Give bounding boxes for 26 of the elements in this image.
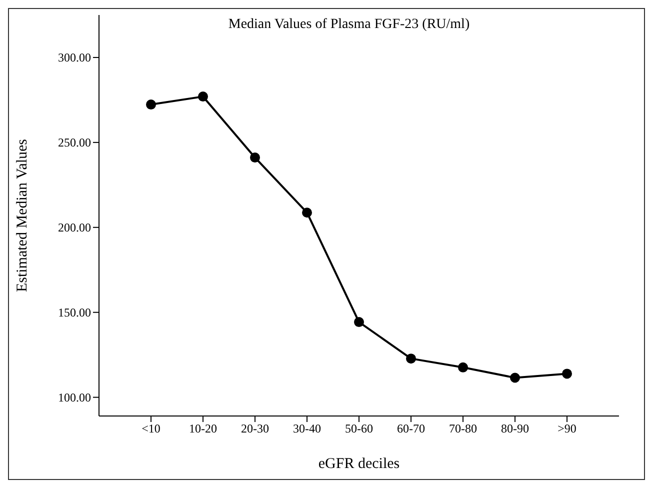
point xyxy=(510,372,520,383)
x-tick-label: 10-20 xyxy=(189,422,217,436)
point xyxy=(146,100,156,110)
y-axis-title: Estimated Median Values xyxy=(14,138,30,292)
y-tick-label: 250.00 xyxy=(58,136,91,150)
x-tick-label: 50-60 xyxy=(345,422,373,436)
y-tick-label: 100.00 xyxy=(58,390,91,405)
chart-title: Median Values of Plasma FGF-23 (RU/ml) xyxy=(227,17,471,33)
point xyxy=(406,354,416,364)
y-tick-label: 300.00 xyxy=(58,50,91,65)
point xyxy=(302,208,312,218)
x-tick-label: 20-30 xyxy=(241,422,269,436)
y-tick-label: 200.00 xyxy=(58,220,91,235)
point xyxy=(198,92,208,102)
x-tick-label: 60-70 xyxy=(397,422,425,436)
point xyxy=(562,368,572,379)
point xyxy=(458,362,468,372)
x-tick-label: >90 xyxy=(558,422,576,436)
x-axis-title: eGFR deciles xyxy=(318,456,400,472)
y-tick-label: 150.00 xyxy=(58,306,91,320)
x-tick-label: 30-40 xyxy=(293,422,321,436)
point xyxy=(354,317,364,328)
point xyxy=(250,152,260,163)
x-tick-label: 80-90 xyxy=(501,422,529,436)
x-tick-label: 70-80 xyxy=(449,422,477,436)
x-tick-label: <10 xyxy=(142,422,160,436)
